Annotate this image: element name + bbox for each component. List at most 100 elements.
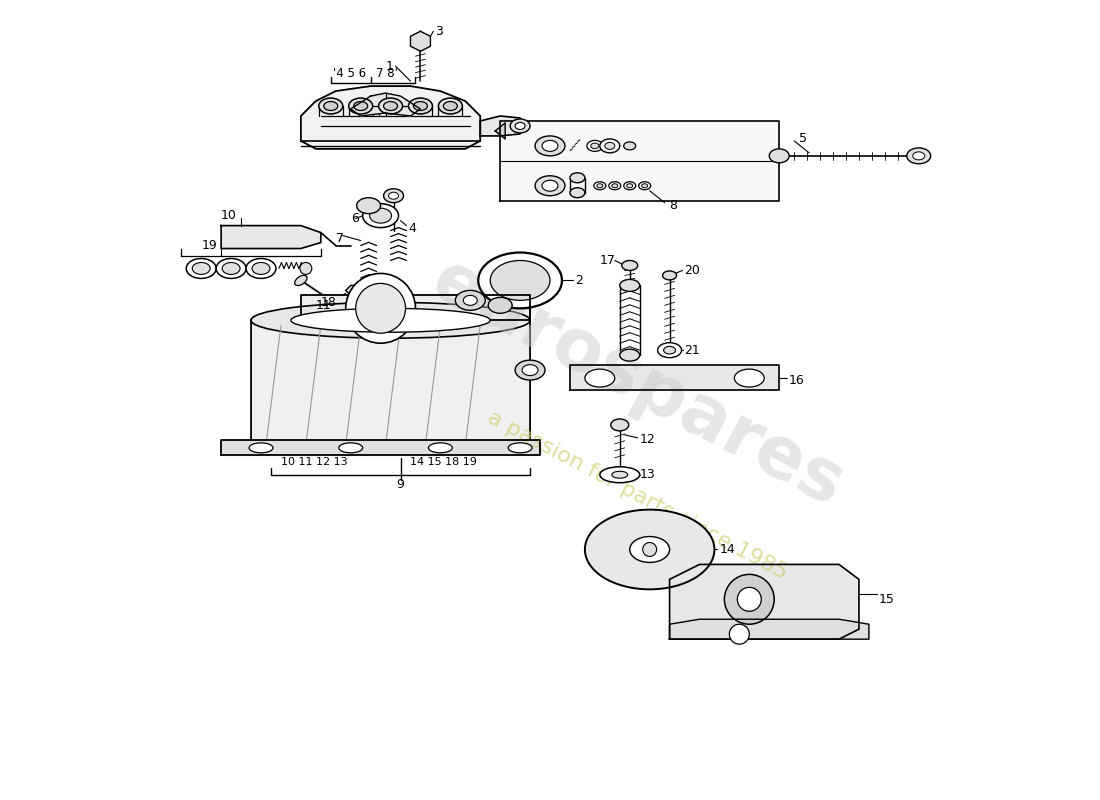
Ellipse shape [414,102,428,110]
Ellipse shape [610,419,629,431]
Ellipse shape [186,258,217,278]
Ellipse shape [251,302,530,338]
Ellipse shape [515,360,544,380]
Text: 4: 4 [408,222,417,235]
Text: 8: 8 [670,199,678,212]
Polygon shape [251,320,530,455]
Ellipse shape [658,342,682,358]
Text: 21: 21 [684,344,701,357]
Ellipse shape [585,369,615,387]
Ellipse shape [542,180,558,191]
Ellipse shape [508,443,532,453]
Polygon shape [500,121,779,201]
Ellipse shape [192,262,210,274]
Text: 6: 6 [351,212,359,225]
Ellipse shape [443,102,458,110]
Text: a passion for parts since 1985: a passion for parts since 1985 [484,408,791,583]
Text: 7: 7 [336,232,343,245]
Text: 10 11 12 13: 10 11 12 13 [280,457,348,466]
Polygon shape [495,123,505,139]
Polygon shape [670,619,869,639]
Ellipse shape [662,271,676,280]
Ellipse shape [594,182,606,190]
Ellipse shape [408,98,432,114]
Ellipse shape [428,443,452,453]
Text: 18: 18 [321,296,337,309]
Ellipse shape [600,139,619,153]
Ellipse shape [363,204,398,228]
Ellipse shape [295,275,307,286]
Circle shape [642,542,657,557]
Ellipse shape [570,173,585,182]
Text: 14 15 18 19: 14 15 18 19 [410,457,477,466]
Circle shape [725,574,774,624]
Text: 10: 10 [221,209,236,222]
Ellipse shape [323,102,338,110]
Text: 13: 13 [640,468,656,482]
Polygon shape [221,440,540,455]
Text: 1: 1 [386,60,394,73]
Text: 5: 5 [799,133,807,146]
Ellipse shape [356,198,381,214]
Ellipse shape [570,188,585,198]
Ellipse shape [535,176,565,196]
Ellipse shape [629,537,670,562]
Ellipse shape [222,262,240,274]
Text: 9: 9 [397,478,405,491]
Text: 3: 3 [436,25,443,38]
Polygon shape [670,565,859,639]
Ellipse shape [624,182,636,190]
Text: 19: 19 [201,239,217,252]
Ellipse shape [290,308,491,332]
Ellipse shape [612,184,618,188]
Polygon shape [351,93,420,116]
Ellipse shape [217,258,246,278]
Text: eurospares: eurospares [420,246,856,522]
Ellipse shape [388,192,398,199]
Ellipse shape [349,98,373,114]
Ellipse shape [252,262,270,274]
Polygon shape [410,31,430,51]
Polygon shape [301,86,481,149]
Ellipse shape [591,143,598,149]
Ellipse shape [246,258,276,278]
Ellipse shape [624,142,636,150]
Ellipse shape [587,141,603,151]
Ellipse shape [597,184,603,188]
Ellipse shape [605,142,615,150]
Ellipse shape [384,189,404,202]
Ellipse shape [913,152,925,160]
Text: 16: 16 [789,374,805,386]
Ellipse shape [621,261,638,270]
Text: 11: 11 [316,299,331,312]
Ellipse shape [735,369,764,387]
Polygon shape [301,295,530,320]
Text: 20: 20 [684,264,701,277]
Ellipse shape [619,349,640,361]
Ellipse shape [384,102,397,110]
Ellipse shape [370,208,392,223]
Ellipse shape [319,98,343,114]
Polygon shape [221,226,321,249]
Text: 12: 12 [640,434,656,446]
Ellipse shape [510,119,530,133]
Text: '4 5 6: '4 5 6 [333,66,366,80]
Text: 7 8': 7 8' [375,66,397,80]
Ellipse shape [478,253,562,308]
Ellipse shape [249,443,273,453]
Text: 14: 14 [719,543,735,556]
Ellipse shape [641,184,648,188]
Circle shape [345,274,416,343]
Ellipse shape [600,466,640,482]
Ellipse shape [906,148,931,164]
Ellipse shape [455,290,485,310]
Ellipse shape [354,102,367,110]
Circle shape [737,587,761,611]
Polygon shape [481,116,525,136]
Ellipse shape [612,471,628,478]
Ellipse shape [515,122,525,130]
Ellipse shape [769,149,789,163]
Ellipse shape [535,136,565,156]
Text: 2: 2 [575,274,583,287]
Circle shape [300,262,311,274]
